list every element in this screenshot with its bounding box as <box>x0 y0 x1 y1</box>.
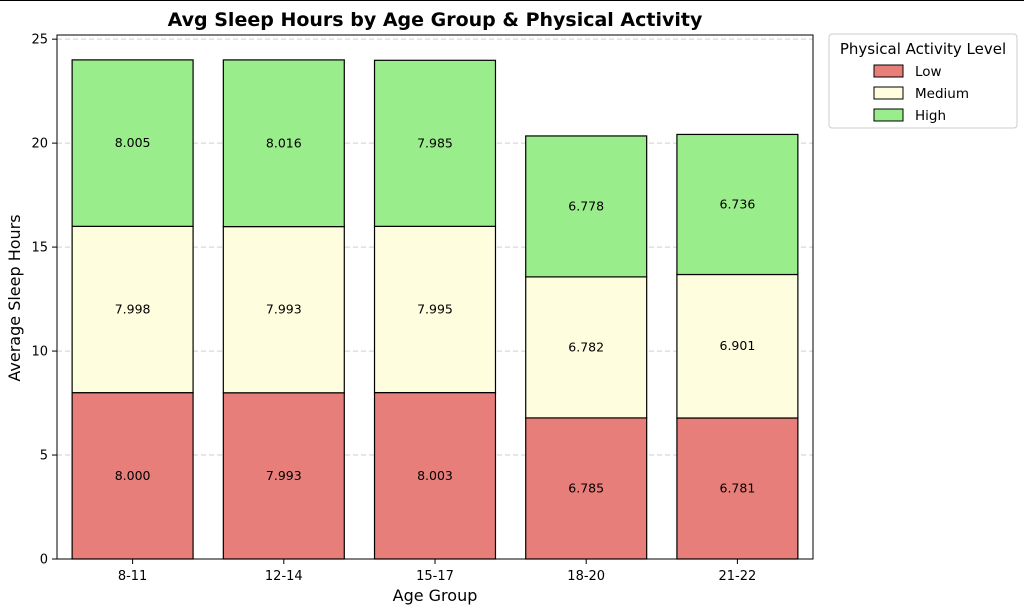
x-axis-ticks: 8-11 12-14 15-17 18-20 21-22 <box>118 559 756 584</box>
bar-low-15-17 <box>373 391 497 560</box>
data-label: 6.736 <box>720 196 756 211</box>
bar-medium-12-14 <box>222 225 345 394</box>
y-tick-label: 5 <box>40 449 48 464</box>
x-tick-label: 12-14 <box>265 569 303 584</box>
legend-box <box>828 33 1018 129</box>
bar-high-18-20 <box>525 135 648 278</box>
bar-high-8-11 <box>71 59 194 227</box>
bar-medium-18-20 <box>525 276 648 419</box>
data-label: 8.016 <box>266 135 302 150</box>
legend-swatch-high <box>873 108 904 122</box>
top-border <box>0 0 1024 1</box>
bar-high-12-14 <box>222 59 345 228</box>
legend-swatch-medium <box>873 86 904 100</box>
y-axis-label: Average Sleep Hours <box>5 214 24 381</box>
chart-title: Avg Sleep Hours by Age Group & Physical … <box>168 9 703 31</box>
legend-items: Low Medium High <box>873 64 969 124</box>
x-axis-label: Age Group <box>393 586 478 605</box>
y-tick-label: 25 <box>31 33 48 48</box>
x-tick-label: 8-11 <box>118 569 148 584</box>
bars <box>71 59 799 560</box>
legend-swatch-low <box>873 64 904 78</box>
data-label: 6.785 <box>568 480 604 495</box>
y-tick-label: 10 <box>31 345 48 360</box>
data-label: 7.993 <box>266 468 302 483</box>
bar-high-21-22 <box>676 133 799 276</box>
y-axis-ticks: 0 5 10 15 20 25 <box>31 33 57 568</box>
legend-label-low: Low <box>915 64 942 80</box>
bar-low-21-22 <box>676 417 799 560</box>
data-label: 6.778 <box>568 198 604 213</box>
legend: Physical Activity Level Low Medium High <box>828 33 1018 129</box>
bar-medium-15-17 <box>373 225 497 394</box>
y-tick-label: 15 <box>31 241 48 256</box>
bar-medium-21-22 <box>676 273 799 419</box>
data-label: 8.005 <box>115 135 151 150</box>
y-tick-label: 0 <box>40 553 48 568</box>
bar-low-8-11 <box>71 392 194 560</box>
data-label: 7.993 <box>266 302 302 317</box>
data-label: 6.782 <box>568 339 604 354</box>
bar-high-15-17 <box>373 59 497 227</box>
data-label: 8.003 <box>417 468 453 483</box>
data-label: 7.995 <box>417 301 453 316</box>
data-label: 7.998 <box>115 301 151 316</box>
data-label: 8.000 <box>115 468 151 483</box>
data-label: 6.781 <box>720 480 756 495</box>
x-tick-label: 21-22 <box>719 569 757 584</box>
y-tick-label: 20 <box>31 137 48 152</box>
legend-label-medium: Medium <box>915 86 969 102</box>
legend-label-high: High <box>915 108 946 124</box>
data-label: 7.985 <box>417 135 453 150</box>
data-label: 6.901 <box>720 338 756 353</box>
data-labels: 8.000 7.998 8.005 7.993 7.993 8.016 8.003 7.995… <box>115 135 756 495</box>
x-tick-label: 15-17 <box>416 569 454 584</box>
x-tick-label: 18-20 <box>567 569 605 584</box>
legend-title: Physical Activity Level <box>840 40 1006 58</box>
bar-low-12-14 <box>222 392 345 560</box>
